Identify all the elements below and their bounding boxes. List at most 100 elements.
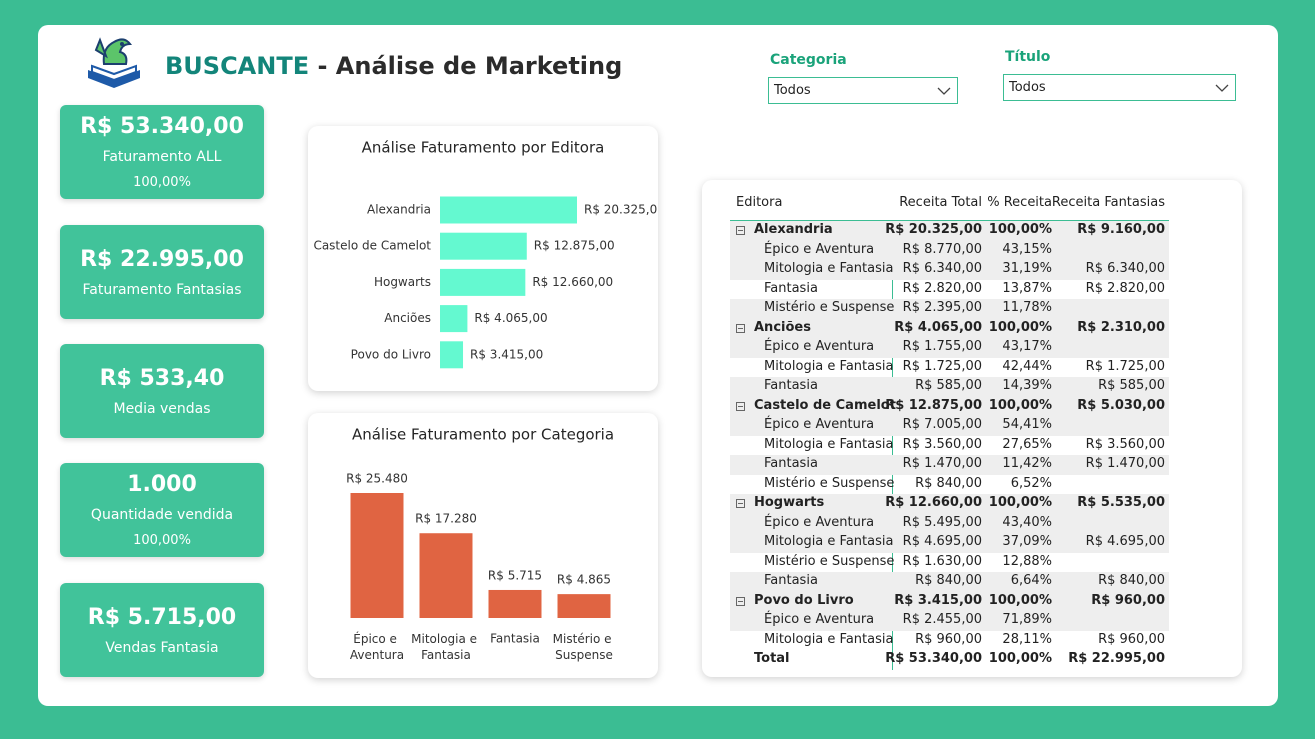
chart-panel: Análise Faturamento por Editora Alexandri… — [308, 126, 665, 391]
cell-value: R$ 585,00 — [915, 378, 982, 394]
cell-value: R$ 3.415,00 — [894, 592, 982, 608]
row-label: Alexandria — [754, 222, 833, 238]
row-bg — [730, 221, 1169, 241]
data-label: R$ 3.415,00 — [470, 347, 543, 361]
expand-icon[interactable] — [736, 401, 745, 411]
filter-value: Todos — [1009, 80, 1046, 95]
row-label: Épico e Aventura — [764, 241, 875, 257]
row-bg — [730, 396, 1169, 417]
data-label: R$ 4.865 — [557, 573, 611, 587]
cell-value: 43,40% — [1002, 514, 1052, 530]
expand-icon[interactable] — [736, 499, 745, 509]
kpi-label: Vendas Fantasia — [105, 639, 219, 656]
cell-value: R$ 840,00 — [915, 475, 982, 491]
cell-value: R$ 5.030,00 — [1077, 397, 1165, 413]
expand-icon[interactable] — [736, 226, 745, 236]
cell-value: R$ 840,00 — [915, 573, 982, 589]
filter-dropdown[interactable]: Todos — [768, 77, 958, 104]
data-label: R$ 20.325,00 — [584, 203, 658, 217]
category-label: Povo do Livro — [351, 347, 431, 361]
row-bg — [730, 572, 1169, 592]
cell-value: R$ 8.770,00 — [902, 241, 982, 257]
row-label: Hogwarts — [754, 495, 825, 511]
category-label: Épico e Aventura — [350, 631, 404, 662]
row-bg — [730, 513, 1169, 534]
cell-value: R$ 6.340,00 — [1085, 261, 1165, 277]
cell-value: R$ 585,00 — [1098, 378, 1165, 394]
category-label: Castelo de Camelot — [313, 239, 431, 253]
chart: Análise Faturamento por Editora Alexandri… — [313, 139, 665, 369]
expand-icon[interactable] — [736, 596, 745, 606]
kpi-sub: 100,00% — [133, 533, 191, 548]
row-bg — [730, 338, 1169, 358]
row-bg — [730, 416, 1169, 436]
expand-icon[interactable] — [736, 323, 745, 333]
cell-value: 100,00% — [988, 651, 1052, 667]
bar — [350, 493, 404, 618]
row-bg — [730, 260, 1169, 280]
bar — [440, 232, 527, 260]
cell-value: R$ 53.340,00 — [885, 651, 982, 667]
cell-value: 100,00% — [988, 495, 1052, 511]
row-bg — [730, 377, 1169, 397]
row-label: Mitologia e Fantasia — [764, 261, 894, 277]
cell-value: 12,88% — [1002, 553, 1052, 569]
cell-value: R$ 960,00 — [1098, 631, 1165, 647]
bar — [419, 533, 473, 618]
cell-value: R$ 4.065,00 — [894, 319, 982, 335]
kpi-card: R$ 22.995,00 Faturamento Fantasias — [60, 225, 264, 319]
cell-value: 13,87% — [1002, 280, 1052, 296]
kpi-label: Faturamento Fantasias — [82, 281, 242, 298]
cell-value: R$ 1.630,00 — [902, 553, 982, 569]
row-label: Anciões — [754, 319, 811, 335]
row-label: Castelo de Camelot — [754, 397, 896, 413]
row-label: Mitologia e Fantasia — [764, 358, 894, 374]
kpi-label: Quantidade vendida — [90, 507, 234, 523]
cell-value: R$ 6.340,00 — [902, 261, 982, 277]
cell-value: R$ 2.820,00 — [902, 280, 982, 296]
row-bg — [730, 533, 1169, 553]
cell-value: R$ 12.660,00 — [885, 495, 982, 511]
cell-value: R$ 2.455,00 — [902, 612, 982, 628]
cell-value: R$ 4.695,00 — [1085, 534, 1165, 550]
column-rule — [892, 220, 893, 670]
row-bg — [730, 591, 1169, 612]
cell-value: 42,44% — [1002, 358, 1052, 374]
cell-value: R$ 2.395,00 — [902, 300, 982, 316]
chevron-path — [937, 87, 951, 95]
cell-value: R$ 7.005,00 — [902, 417, 982, 433]
table-panel: Editora Receita Total % Receita Receita Fan… — [702, 180, 1242, 677]
title-text: - Análise de Marketing — [317, 52, 623, 80]
cell-value: R$ 960,00 — [915, 631, 982, 647]
kpi-label: Faturamento ALL — [102, 149, 222, 165]
cell-value: R$ 22.995,00 — [1068, 651, 1165, 667]
kpi-value: R$ 53.340,00 — [80, 114, 244, 139]
cell-value: 54,41% — [1002, 417, 1052, 433]
cell-value: R$ 9.160,00 — [1077, 222, 1165, 238]
cell-value: R$ 3.560,00 — [1085, 436, 1165, 452]
filter-value: Todos — [774, 83, 811, 98]
cell-value: 43,17% — [1002, 339, 1052, 355]
bar — [440, 268, 526, 296]
row-label: Épico e Aventura — [764, 417, 875, 433]
logo — [88, 37, 140, 88]
column-header: % Receita — [987, 195, 1052, 210]
filter-dropdown[interactable]: Todos — [1003, 74, 1236, 101]
row-bg — [730, 611, 1169, 631]
brand: BUSCANTE — [165, 52, 310, 80]
filter-label: Título — [1005, 49, 1051, 65]
cell-value: 11,42% — [1002, 456, 1052, 472]
kpi-value: R$ 5.715,00 — [87, 604, 237, 630]
column-header: Receita Total — [899, 195, 982, 210]
cell-value: 27,65% — [1002, 436, 1052, 452]
data-label: R$ 12.660,00 — [532, 275, 613, 289]
kpi-card: R$ 533,40 Media vendas — [60, 344, 264, 438]
data-label: R$ 5.715 — [488, 568, 542, 582]
data-label: R$ 25.480 — [346, 472, 408, 486]
row-label: Mistério e Suspense — [764, 475, 895, 491]
row-label: Mitologia e Fantasia — [764, 534, 894, 550]
row-label: Mistério e Suspense — [764, 553, 895, 569]
category-label: Mistério e Suspense — [553, 632, 616, 662]
row-label: Total — [754, 651, 790, 667]
